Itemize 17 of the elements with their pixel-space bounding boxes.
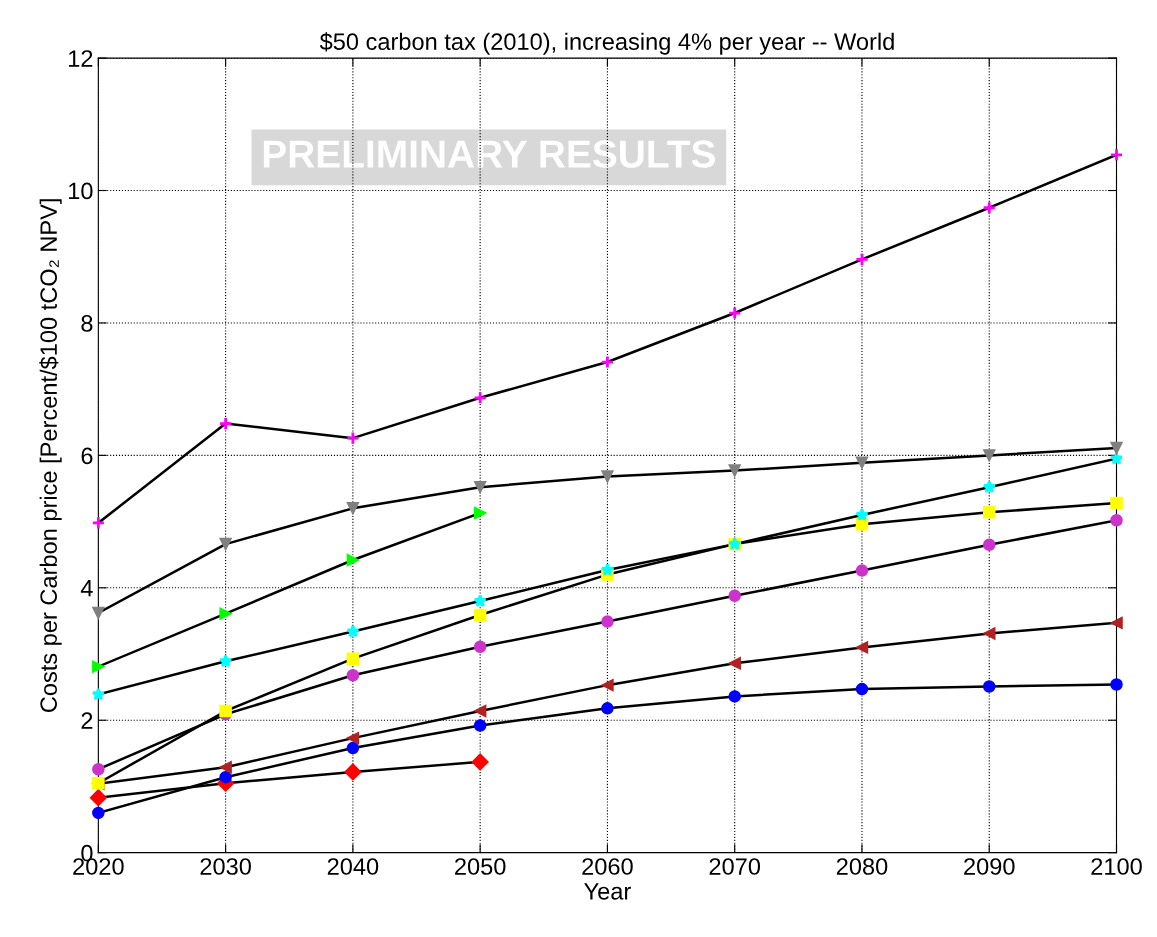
- x-tick-label: 2050: [455, 858, 506, 875]
- x-axis-title: Year: [584, 883, 631, 900]
- y-axis-title: Costs per Carbon price [Percent/$100 tCO₂ NPV]: [39, 199, 62, 713]
- y-tick-label: 10: [69, 182, 93, 200]
- x-tick-label: 2080: [836, 858, 888, 875]
- y-tick-label: 12: [69, 50, 93, 67]
- x-tick-label: 2070: [709, 858, 761, 875]
- y-tick-label: 8: [81, 315, 93, 332]
- chart-title: $50 carbon tax (2010), increasing 4% per year -- World: [319, 32, 894, 55]
- x-tick-label: 2040: [327, 858, 379, 875]
- y-tick-label: 6: [81, 447, 93, 465]
- x-tick-label: 2100: [1091, 858, 1142, 875]
- y-tick-label: 2: [81, 712, 93, 729]
- x-tick-label: 2090: [964, 858, 1015, 875]
- y-tick-label: 4: [80, 580, 93, 597]
- x-tick-label: 2030: [200, 858, 251, 875]
- x-tick-label: 2060: [582, 858, 633, 875]
